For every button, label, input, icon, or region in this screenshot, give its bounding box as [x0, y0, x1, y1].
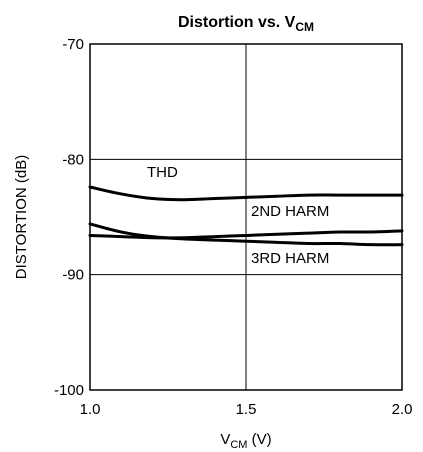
y-tick-label: -100 — [54, 382, 84, 399]
chart-title-main: Distortion vs. V — [178, 14, 296, 31]
x-tick-label: 2.0 — [392, 401, 413, 418]
y-axis-label: DISTORTION (dB) — [13, 155, 30, 279]
x-tick-label: 1.5 — [236, 401, 257, 418]
series-lines — [88, 185, 404, 247]
series-line-thd — [88, 185, 404, 202]
series-label-2nd-harm: 2ND HARM — [251, 203, 329, 220]
y-tick-labels: -100 -90 -80 -70 — [54, 36, 84, 399]
chart-title: Distortion vs. VCM — [178, 14, 314, 34]
grid — [90, 44, 402, 390]
x-axis-label-suffix: (V) — [247, 431, 271, 448]
plot-frame — [89, 43, 403, 391]
y-tick-label: -80 — [62, 151, 84, 168]
x-axis-label-sub: CM — [230, 439, 247, 451]
x-tick-label: 1.0 — [80, 401, 101, 418]
y-tick-label: -70 — [62, 36, 84, 53]
chart-title-sub: CM — [295, 20, 314, 34]
x-axis-label: VCM (V) — [220, 431, 271, 451]
y-tick-label: -90 — [62, 267, 84, 284]
series-label-thd: THD — [147, 164, 178, 181]
series-line-2nd-harm — [88, 229, 404, 240]
x-axis-label-main: V — [220, 431, 230, 448]
series-label-3rd-harm: 3RD HARM — [251, 250, 329, 267]
series-line-3rd-harm — [88, 222, 404, 247]
x-tick-labels: 1.0 1.5 2.0 — [80, 401, 413, 418]
